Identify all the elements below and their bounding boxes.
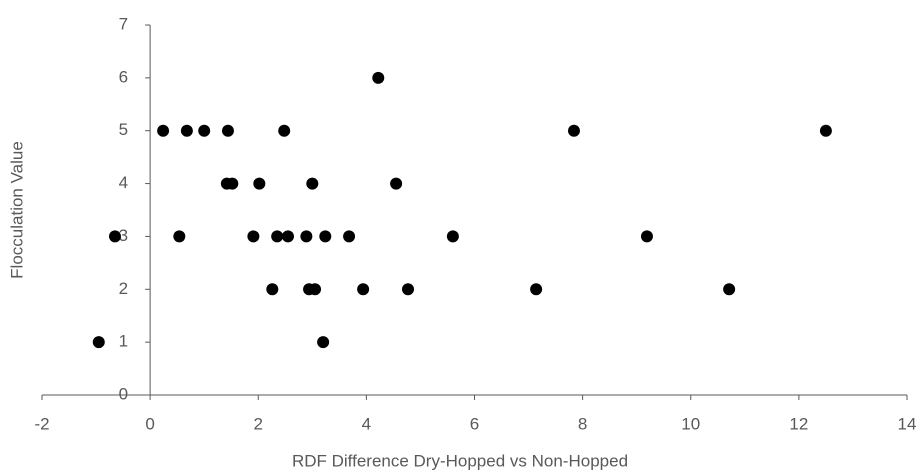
x-tick-label: 6 bbox=[470, 414, 479, 433]
y-tick-label: 2 bbox=[119, 279, 128, 298]
y-axis-label: Flocculation Value bbox=[7, 141, 26, 279]
point bbox=[446, 230, 459, 243]
point bbox=[180, 124, 193, 137]
point bbox=[221, 124, 234, 137]
point bbox=[198, 124, 211, 137]
point bbox=[92, 336, 105, 349]
point bbox=[306, 177, 319, 190]
point bbox=[173, 230, 186, 243]
point bbox=[372, 71, 385, 84]
y-tick-label: 0 bbox=[119, 384, 128, 403]
point bbox=[640, 230, 653, 243]
x-tick-label: 4 bbox=[362, 414, 371, 433]
point bbox=[266, 283, 279, 296]
point bbox=[402, 283, 415, 296]
point bbox=[357, 283, 370, 296]
x-axis-label: RDF Difference Dry-Hopped vs Non-Hopped bbox=[292, 451, 628, 470]
point bbox=[317, 336, 330, 349]
y-tick-label: 4 bbox=[119, 173, 128, 192]
point bbox=[278, 124, 291, 137]
y-tick-label: 7 bbox=[119, 14, 128, 33]
x-tick-label: 0 bbox=[145, 414, 154, 433]
point bbox=[390, 177, 403, 190]
point bbox=[567, 124, 580, 137]
x-tick-label: 2 bbox=[254, 414, 263, 433]
x-tick-label: 8 bbox=[578, 414, 587, 433]
point bbox=[281, 230, 294, 243]
point bbox=[271, 230, 284, 243]
point bbox=[247, 230, 260, 243]
point bbox=[723, 283, 736, 296]
point bbox=[226, 177, 239, 190]
point bbox=[343, 230, 356, 243]
point bbox=[157, 124, 170, 137]
point bbox=[819, 124, 832, 137]
point bbox=[300, 230, 313, 243]
point bbox=[319, 230, 332, 243]
y-tick-label: 5 bbox=[119, 120, 128, 139]
point bbox=[309, 283, 322, 296]
y-tick-label: 6 bbox=[119, 67, 128, 86]
x-tick-label: -2 bbox=[34, 414, 49, 433]
x-tick-label: 10 bbox=[681, 414, 700, 433]
x-tick-label: 14 bbox=[898, 414, 917, 433]
y-tick-label: 1 bbox=[119, 332, 128, 351]
point bbox=[530, 283, 543, 296]
x-tick-label: 12 bbox=[789, 414, 808, 433]
point bbox=[108, 230, 121, 243]
point bbox=[253, 177, 266, 190]
y-tick-label: 3 bbox=[119, 226, 128, 245]
